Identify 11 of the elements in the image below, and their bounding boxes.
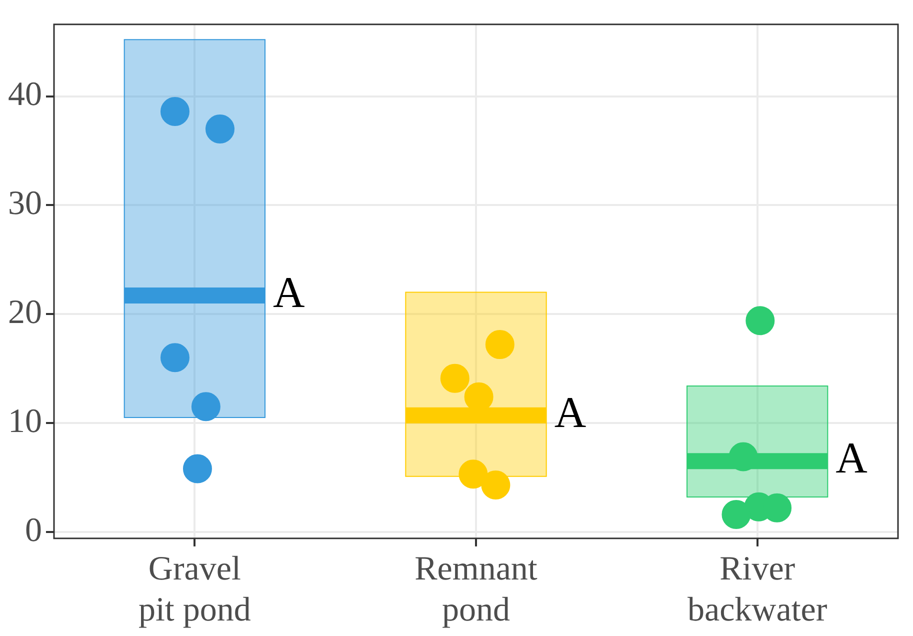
y-tick-label: 10 [8,402,42,440]
y-tick-label: 0 [25,512,42,549]
x-tick-label: Gravel pit pond [138,550,251,629]
y-tick-label: 40 [8,76,42,114]
annotation: A [554,388,586,437]
y-tick-label: 20 [8,294,42,331]
annotation: A [836,434,868,483]
x-tick-label: Remnant pond [414,550,538,629]
annotation: A [273,268,305,318]
x-tick-label: River backwater [687,550,828,629]
y-tick-label: 30 [8,185,42,222]
